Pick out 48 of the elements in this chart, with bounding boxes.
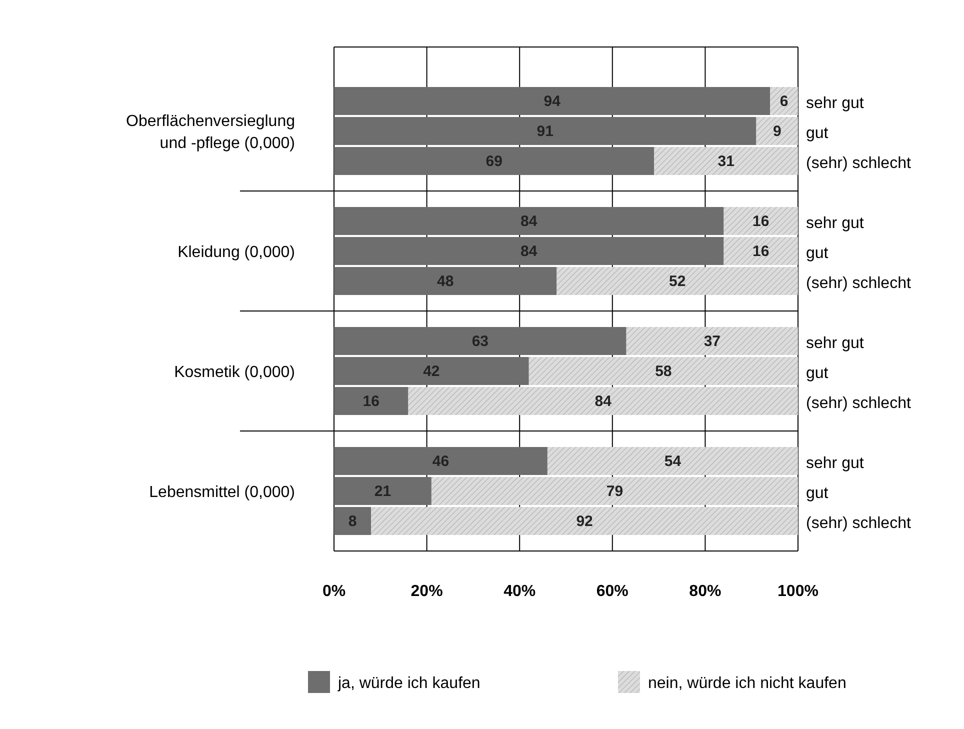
data-label: 63 — [472, 333, 489, 350]
data-label: 69 — [486, 153, 502, 170]
y-tick-label: sehr gut — [806, 215, 864, 232]
data-label: 8 — [348, 513, 357, 530]
x-tick-label: 80% — [689, 583, 722, 600]
data-label: 54 — [664, 453, 682, 470]
data-label: 94 — [544, 93, 562, 110]
x-tick-label: 40% — [504, 583, 536, 600]
y-tick-label: (sehr) schlecht — [806, 395, 912, 412]
data-label: 84 — [594, 393, 612, 410]
y-tick-label: gut — [806, 365, 829, 382]
y-tick-label: (sehr) schlecht — [806, 515, 912, 532]
text: Kleidung (0,000) — [178, 244, 295, 261]
data-label: 21 — [374, 483, 392, 500]
x-tick-label: 100% — [778, 583, 818, 600]
text: Lebensmittel (0,000) — [149, 484, 295, 501]
data-label: 31 — [718, 153, 734, 170]
data-label: 46 — [432, 453, 450, 470]
data-label: 92 — [576, 513, 593, 530]
legend-label: ja, würde ich kaufen — [337, 675, 480, 692]
legend-label: nein, würde ich nicht kaufen — [648, 675, 846, 692]
text: Kosmetik (0,000) — [174, 364, 295, 381]
data-label: 79 — [606, 483, 624, 500]
data-label: 16 — [752, 213, 770, 230]
data-label: 84 — [520, 213, 538, 230]
data-label: 6 — [780, 93, 788, 110]
y-tick-label: sehr gut — [806, 95, 864, 112]
y-tick-label: (sehr) schlecht — [806, 275, 912, 292]
x-tick-label: 60% — [596, 583, 628, 600]
data-label: 16 — [752, 243, 770, 260]
x-tick-label: 20% — [410, 583, 443, 600]
data-label: 58 — [655, 363, 672, 380]
y-tick-label: gut — [806, 125, 829, 142]
y-tick-label: (sehr) schlecht — [806, 155, 912, 172]
data-label: 9 — [772, 123, 782, 140]
y-tick-label: sehr gut — [806, 455, 864, 472]
y-tick-label: sehr gut — [806, 335, 864, 352]
data-label: 52 — [669, 273, 686, 290]
y-tick-label: gut — [806, 245, 829, 262]
data-label: 91 — [536, 123, 554, 140]
data-label: 37 — [704, 333, 721, 350]
data-label: 42 — [423, 363, 440, 380]
x-tick-label: 0% — [322, 583, 346, 600]
y-tick-label: gut — [806, 485, 829, 502]
data-label: 84 — [520, 243, 538, 260]
data-label: 16 — [362, 393, 380, 410]
text: Oberflächenversieglung und -pflege (0,000) — [126, 113, 295, 152]
data-label: 48 — [437, 273, 454, 290]
